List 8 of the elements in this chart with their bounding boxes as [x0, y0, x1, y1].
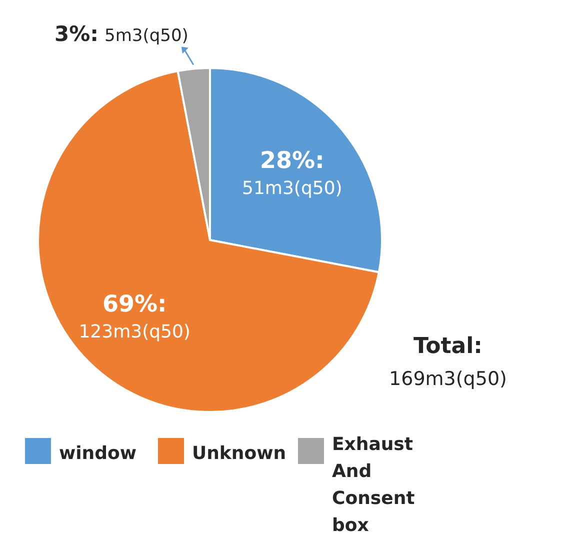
data-label: 28%: 51m3(q50) [242, 148, 342, 200]
legend-label: window [59, 443, 136, 464]
data-label: 69%: 123m3(q50) [78, 291, 190, 342]
legend-label: Unknown [192, 443, 286, 464]
text: Total: 169m3(q50) [389, 334, 507, 390]
legend-label: Exhaust And Consent box [332, 434, 416, 536]
data-label: 3%: 5m3(q50) [54, 22, 188, 46]
pie-slice [37, 70, 380, 413]
